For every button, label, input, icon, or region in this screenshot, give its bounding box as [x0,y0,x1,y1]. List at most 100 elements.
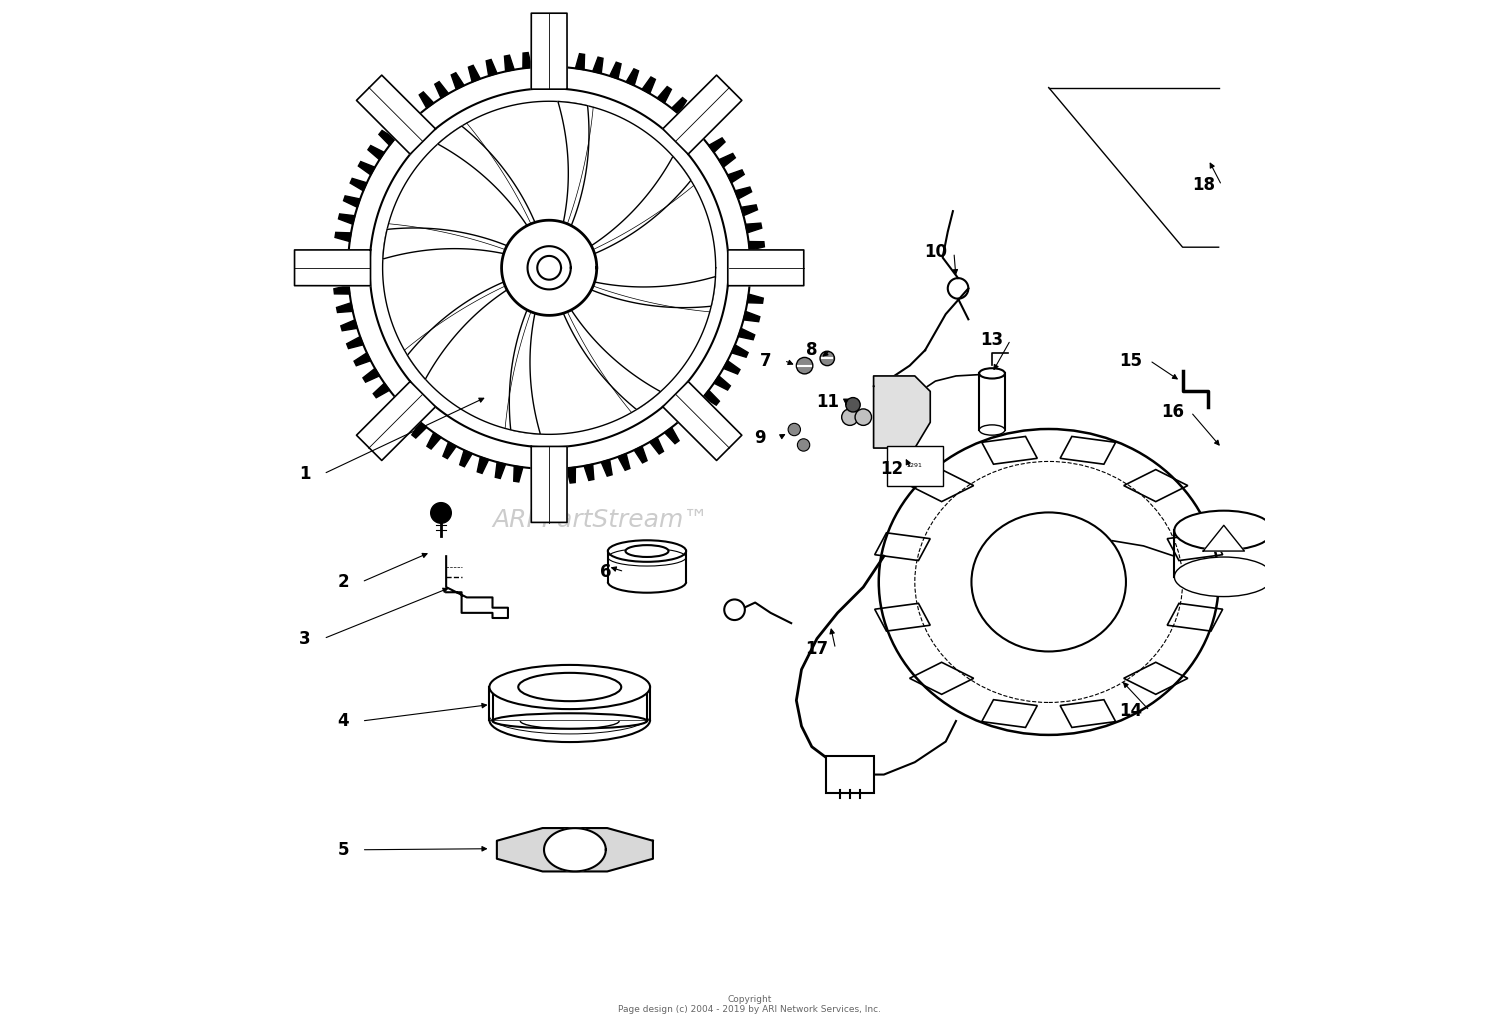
Polygon shape [496,828,652,871]
Polygon shape [413,422,426,438]
Ellipse shape [626,545,669,557]
Polygon shape [609,62,621,78]
Polygon shape [334,285,350,294]
Polygon shape [750,259,765,268]
Ellipse shape [980,369,1005,379]
Polygon shape [398,410,412,425]
Circle shape [796,357,813,374]
Polygon shape [531,13,567,90]
Text: 8: 8 [806,341,818,359]
Polygon shape [714,376,730,390]
Polygon shape [1203,525,1245,551]
Text: 18: 18 [1191,176,1215,195]
Text: 15: 15 [1119,351,1143,370]
Circle shape [846,398,859,412]
Polygon shape [747,294,764,303]
Polygon shape [339,214,356,225]
Polygon shape [576,54,585,70]
Polygon shape [549,469,558,484]
Text: 16: 16 [1161,403,1184,421]
Polygon shape [382,228,507,259]
Polygon shape [427,433,441,449]
Polygon shape [419,92,434,108]
Polygon shape [531,469,540,484]
Polygon shape [524,53,531,68]
Polygon shape [698,124,714,138]
Polygon shape [663,75,742,154]
Text: 11: 11 [816,392,839,411]
Text: 2291: 2291 [908,464,922,468]
Ellipse shape [489,665,650,709]
Ellipse shape [520,682,620,698]
Ellipse shape [519,673,621,701]
Polygon shape [678,416,693,433]
Polygon shape [346,337,363,348]
Polygon shape [592,57,603,73]
Polygon shape [708,138,724,152]
Polygon shape [873,376,930,448]
Polygon shape [692,404,706,419]
Polygon shape [618,453,630,471]
Polygon shape [374,383,390,398]
Polygon shape [650,438,663,454]
Text: 9: 9 [754,428,766,447]
Text: 12: 12 [880,459,903,478]
Polygon shape [735,187,752,199]
Text: 2: 2 [338,573,350,591]
FancyBboxPatch shape [827,756,873,793]
Polygon shape [591,157,692,253]
Polygon shape [334,233,351,242]
Polygon shape [626,69,639,85]
Polygon shape [380,131,394,145]
Polygon shape [672,98,687,113]
Polygon shape [486,60,496,76]
Text: Copyright
Page design (c) 2004 - 2019 by ARI Network Services, Inc.: Copyright Page design (c) 2004 - 2019 by… [618,995,882,1014]
Circle shape [724,599,746,620]
Polygon shape [504,56,515,71]
Polygon shape [558,102,590,226]
Polygon shape [741,205,758,215]
Polygon shape [664,427,680,444]
Polygon shape [386,398,400,412]
Polygon shape [723,360,740,374]
Ellipse shape [492,682,646,698]
Polygon shape [358,162,375,175]
Polygon shape [340,320,357,331]
Polygon shape [663,381,742,460]
Circle shape [430,503,451,523]
Text: 17: 17 [806,640,828,658]
Polygon shape [728,250,804,285]
Ellipse shape [608,541,686,561]
Text: 4: 4 [338,712,350,730]
Polygon shape [544,828,606,871]
Polygon shape [602,459,612,476]
Polygon shape [333,250,350,259]
Polygon shape [564,310,660,410]
Polygon shape [531,446,567,522]
Polygon shape [718,153,735,167]
Polygon shape [732,345,748,357]
Polygon shape [392,116,406,132]
Polygon shape [344,196,360,207]
Polygon shape [438,126,536,226]
Text: 13: 13 [981,331,1004,349]
Polygon shape [350,178,368,191]
Polygon shape [746,224,762,233]
Polygon shape [442,442,456,458]
FancyBboxPatch shape [886,446,942,486]
Text: 7: 7 [759,351,771,370]
Circle shape [821,351,834,366]
Polygon shape [584,465,594,480]
Polygon shape [468,65,480,82]
Polygon shape [459,450,472,467]
Text: 5: 5 [338,840,350,859]
Polygon shape [477,457,489,474]
Polygon shape [744,311,760,321]
Ellipse shape [1174,511,1274,550]
Polygon shape [686,110,700,126]
Text: 14: 14 [1119,701,1143,720]
Polygon shape [435,81,448,98]
Ellipse shape [980,424,1005,435]
Polygon shape [354,353,370,366]
Text: ARI PartStream™: ARI PartStream™ [492,508,710,533]
